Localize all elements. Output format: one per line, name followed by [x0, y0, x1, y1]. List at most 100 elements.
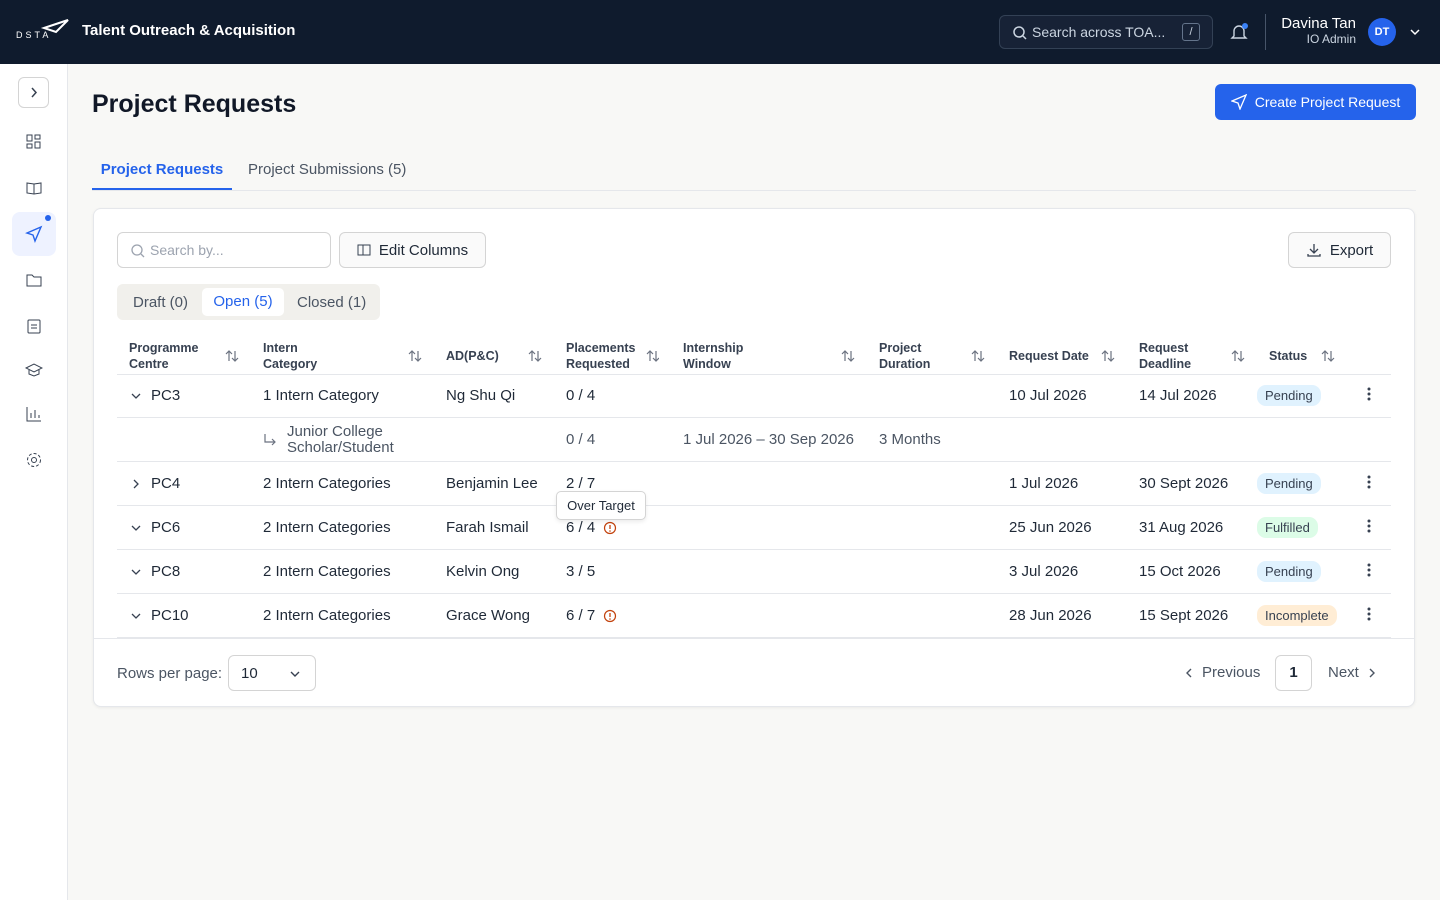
nav-dashboard[interactable] [12, 120, 56, 164]
rows-per-page-select[interactable]: 10 [228, 655, 316, 691]
table-row[interactable]: PC10 2 Intern Categories Grace Wong 6 / 7 28… [117, 594, 1391, 638]
filter[interactable]: Closed (1) [297, 294, 367, 311]
sort-icon[interactable] [528, 349, 542, 363]
cell: 3 / 5 [554, 563, 671, 580]
cell: PC4 [117, 475, 251, 492]
column-header: Programme Centre [117, 340, 251, 372]
programme-centre: PC4 [151, 475, 181, 492]
cell-text: 0 / 4 [566, 431, 596, 448]
next-page[interactable]: Next [1328, 664, 1377, 681]
nav-clipboard[interactable] [12, 304, 56, 348]
rows-per-page-label: Rows per page: [117, 665, 223, 682]
edit-columns[interactable]: Edit Columns [339, 232, 486, 268]
user-role: IO Admin [1306, 32, 1356, 46]
table-row[interactable]: PC8 2 Intern Categories Kelvin Ong 3 / 5 3 J… [117, 550, 1391, 594]
status-badge: Pending [1257, 561, 1321, 582]
sort-icon[interactable] [971, 349, 985, 363]
create-button[interactable]: Create Project Request [1215, 84, 1416, 120]
cell-text: 15 Sept 2026 [1139, 607, 1229, 624]
cell: 15 Sept 2026 [1127, 607, 1257, 624]
kebab-icon[interactable] [1367, 519, 1371, 533]
user-menu-chevron[interactable] [1409, 26, 1421, 38]
column-header: Placements Requested [554, 340, 671, 372]
row-actions[interactable] [1347, 475, 1391, 493]
column-label: Request Date [1009, 348, 1089, 363]
sort-icon[interactable] [1231, 349, 1245, 363]
column-label: AD(P&C) [446, 348, 499, 363]
cell-text: 2 Intern Categories [263, 607, 391, 624]
cell-text: Grace Wong [446, 607, 530, 624]
columns-icon [357, 244, 371, 256]
cell: 2 Intern Categories [251, 475, 434, 492]
column-header: AD(P&C) [434, 348, 554, 364]
cell-text: 3 Months [879, 431, 941, 448]
collapse-chevron[interactable] [129, 609, 143, 623]
page-title: Project Requests [92, 90, 297, 118]
nav-dot [45, 215, 51, 221]
row-actions[interactable] [1347, 563, 1391, 581]
notifications[interactable] [1230, 22, 1250, 42]
previous-page[interactable]: Previous [1184, 664, 1260, 681]
column-label: Status [1269, 348, 1308, 363]
global-search[interactable]: Search across TOA... / [999, 15, 1213, 49]
collapse-chevron[interactable] [129, 389, 143, 403]
table-search[interactable]: Search by... [117, 232, 331, 268]
warning-icon[interactable] [603, 609, 617, 623]
cell-text: 30 Sept 2026 [1139, 475, 1229, 492]
sort-icon[interactable] [225, 349, 239, 363]
icon [27, 453, 41, 467]
warning-icon[interactable] [603, 521, 617, 535]
sort-icon[interactable] [408, 349, 422, 363]
cell: 6 / 7 [554, 607, 671, 624]
table-row[interactable]: PC3 1 Intern Category Ng Shu Qi 0 / 4 10 Jul… [117, 374, 1391, 418]
row-actions[interactable] [1347, 607, 1391, 625]
kebab-icon[interactable] [1367, 387, 1371, 401]
icon [25, 363, 43, 377]
filter-active[interactable]: Open (5) [202, 288, 284, 316]
collapse-chevron[interactable] [129, 565, 143, 579]
avatar[interactable]: DT [1368, 18, 1396, 46]
expand-sidebar[interactable] [18, 77, 49, 108]
cell: Incomplete [1257, 605, 1347, 626]
export[interactable]: Export [1288, 232, 1391, 268]
sub-row-arrow [264, 433, 276, 445]
sort-icon[interactable] [1321, 349, 1335, 363]
table-row[interactable]: PC4 2 Intern Categories Benjamin Lee 2 / 7 1… [117, 462, 1391, 506]
column-header: Project Duration [867, 340, 997, 372]
sort-icon[interactable] [841, 349, 855, 363]
filter[interactable]: Draft (0) [133, 294, 189, 311]
create-button-label: Create Project Request [1254, 94, 1401, 110]
kebab-icon[interactable] [1367, 475, 1371, 489]
sort-icon[interactable] [1101, 349, 1115, 363]
cell: PC8 [117, 563, 251, 580]
column-header: Intern Category [251, 340, 434, 372]
row-actions[interactable] [1347, 387, 1391, 405]
kebab-icon[interactable] [1367, 607, 1371, 621]
cell: Farah Ismail [434, 519, 554, 536]
search-placeholder: Search by... [150, 242, 224, 258]
kebab-icon[interactable] [1367, 563, 1371, 577]
nav-folders[interactable] [12, 258, 56, 302]
table-row[interactable]: PC6 2 Intern Categories Farah Ismail 6 / 4 2… [117, 506, 1391, 550]
row-actions[interactable] [1347, 519, 1391, 537]
icon [26, 182, 42, 195]
cell-text: Kelvin Ong [446, 563, 520, 580]
page-number[interactable]: 1 [1275, 655, 1312, 691]
column-header: Internship Window [671, 340, 867, 372]
column-label: Placements Requested [566, 340, 636, 371]
nav-programmes[interactable] [12, 166, 56, 210]
nav-settings[interactable] [12, 438, 56, 482]
tab[interactable]: Project Submissions (5) [248, 161, 407, 178]
nav-education[interactable] [12, 348, 56, 392]
tab-active[interactable]: Project Requests [92, 152, 232, 190]
nav-project-requests[interactable] [12, 212, 56, 256]
sort-icon[interactable] [646, 349, 659, 363]
cell-text: 3 Jul 2026 [1009, 563, 1079, 580]
expand-chevron[interactable] [129, 477, 143, 491]
nav-reports[interactable] [12, 392, 56, 436]
cell: PC10 [117, 607, 251, 624]
collapse-chevron[interactable] [129, 521, 143, 535]
icon [25, 225, 43, 243]
cell: 25 Jun 2026 [997, 519, 1127, 536]
